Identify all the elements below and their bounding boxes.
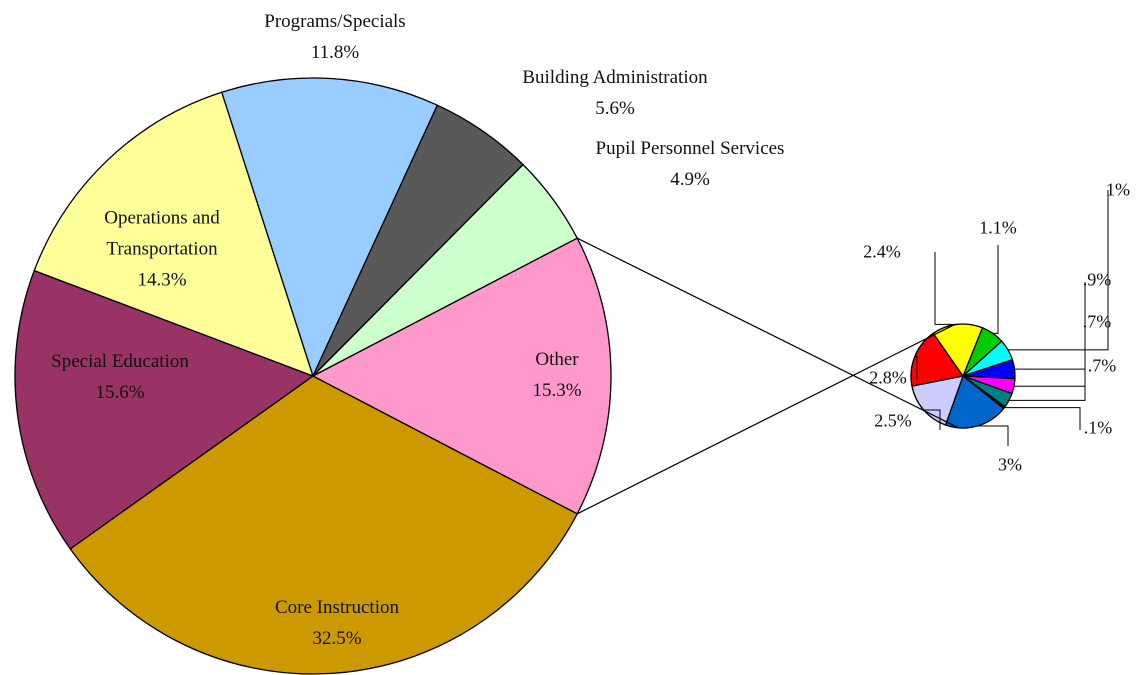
slice-label-line: Programs/Specials [264, 11, 406, 32]
pie-slice [932, 323, 984, 378]
slice-label-line: 4.9% [670, 169, 710, 190]
value-label-line: 1% [1106, 179, 1130, 200]
pie-slice [944, 374, 1005, 429]
slice-label-line: Building Administration [522, 67, 708, 88]
value-label-line: .7% [1082, 311, 1112, 332]
connector-line [576, 237, 959, 429]
value-label-line: .1% [1083, 417, 1113, 438]
value-label: .1% [1084, 413, 1113, 444]
leader-line [1013, 323, 1086, 387]
slice-label: Pupil Personnel Services 4.9% [540, 133, 840, 195]
slice-label-line: 32.5% [312, 628, 362, 649]
slice-label: Other 15.3% [477, 344, 637, 406]
leader-line [914, 356, 918, 380]
value-label: 3% [998, 450, 1022, 481]
slice-label: Special Education 15.6% [10, 346, 230, 408]
value-label-line: 3% [998, 454, 1022, 475]
value-label: 2.5% [874, 406, 912, 437]
leader-line [923, 409, 941, 430]
value-label-line: .7% [1087, 355, 1117, 376]
pie-slice [220, 77, 439, 378]
slice-label-line: Other [535, 349, 579, 370]
slice-label-line: Pupil Personnel Services [595, 138, 785, 159]
value-label-line: 2.8% [869, 367, 907, 388]
leader-line [1004, 407, 1081, 430]
slice-label-line: 11.8% [310, 42, 360, 63]
value-label-line: 1.1% [979, 217, 1017, 238]
value-label: 2.4% [863, 237, 901, 268]
pie-slice [311, 237, 612, 515]
value-label: 2.8% [869, 363, 907, 394]
leader-line [1007, 190, 1109, 351]
value-label-line: 2.5% [874, 410, 912, 431]
slice-label-line: Operations and Transportation [104, 207, 220, 260]
value-label-line: .9% [1082, 269, 1112, 290]
slice-label: Operations and Transportation 14.3% [72, 203, 252, 296]
value-label: .7% [1083, 307, 1112, 338]
pie-slice [33, 91, 315, 378]
leader-line [992, 245, 999, 334]
value-label-line: 2.4% [863, 241, 901, 262]
slice-label: Building Administration 5.6% [465, 62, 765, 124]
slice-label-line: Special Education [51, 351, 189, 372]
value-label: .7% [1088, 351, 1117, 382]
pie-slice [69, 375, 579, 675]
connector-line [576, 324, 955, 515]
leader-line [1014, 282, 1086, 370]
value-label: 1% [1106, 175, 1130, 206]
value-label: 1.1% [979, 213, 1017, 244]
slice-label-line: Core Instruction [274, 597, 399, 618]
leader-line [977, 425, 1009, 446]
value-label: .9% [1083, 265, 1112, 296]
leader-line [934, 252, 958, 325]
slice-label: Core Instruction 32.5% [207, 592, 467, 654]
slice-label-line: 15.3% [532, 380, 582, 401]
slice-label: Programs/Specials 11.8% [205, 6, 465, 68]
slice-label-line: 15.6% [95, 382, 145, 403]
pie-slice [14, 269, 315, 550]
slice-label-line: 5.6% [595, 98, 635, 119]
leader-line [1008, 368, 1086, 401]
slice-label-line: 14.3% [137, 269, 187, 291]
